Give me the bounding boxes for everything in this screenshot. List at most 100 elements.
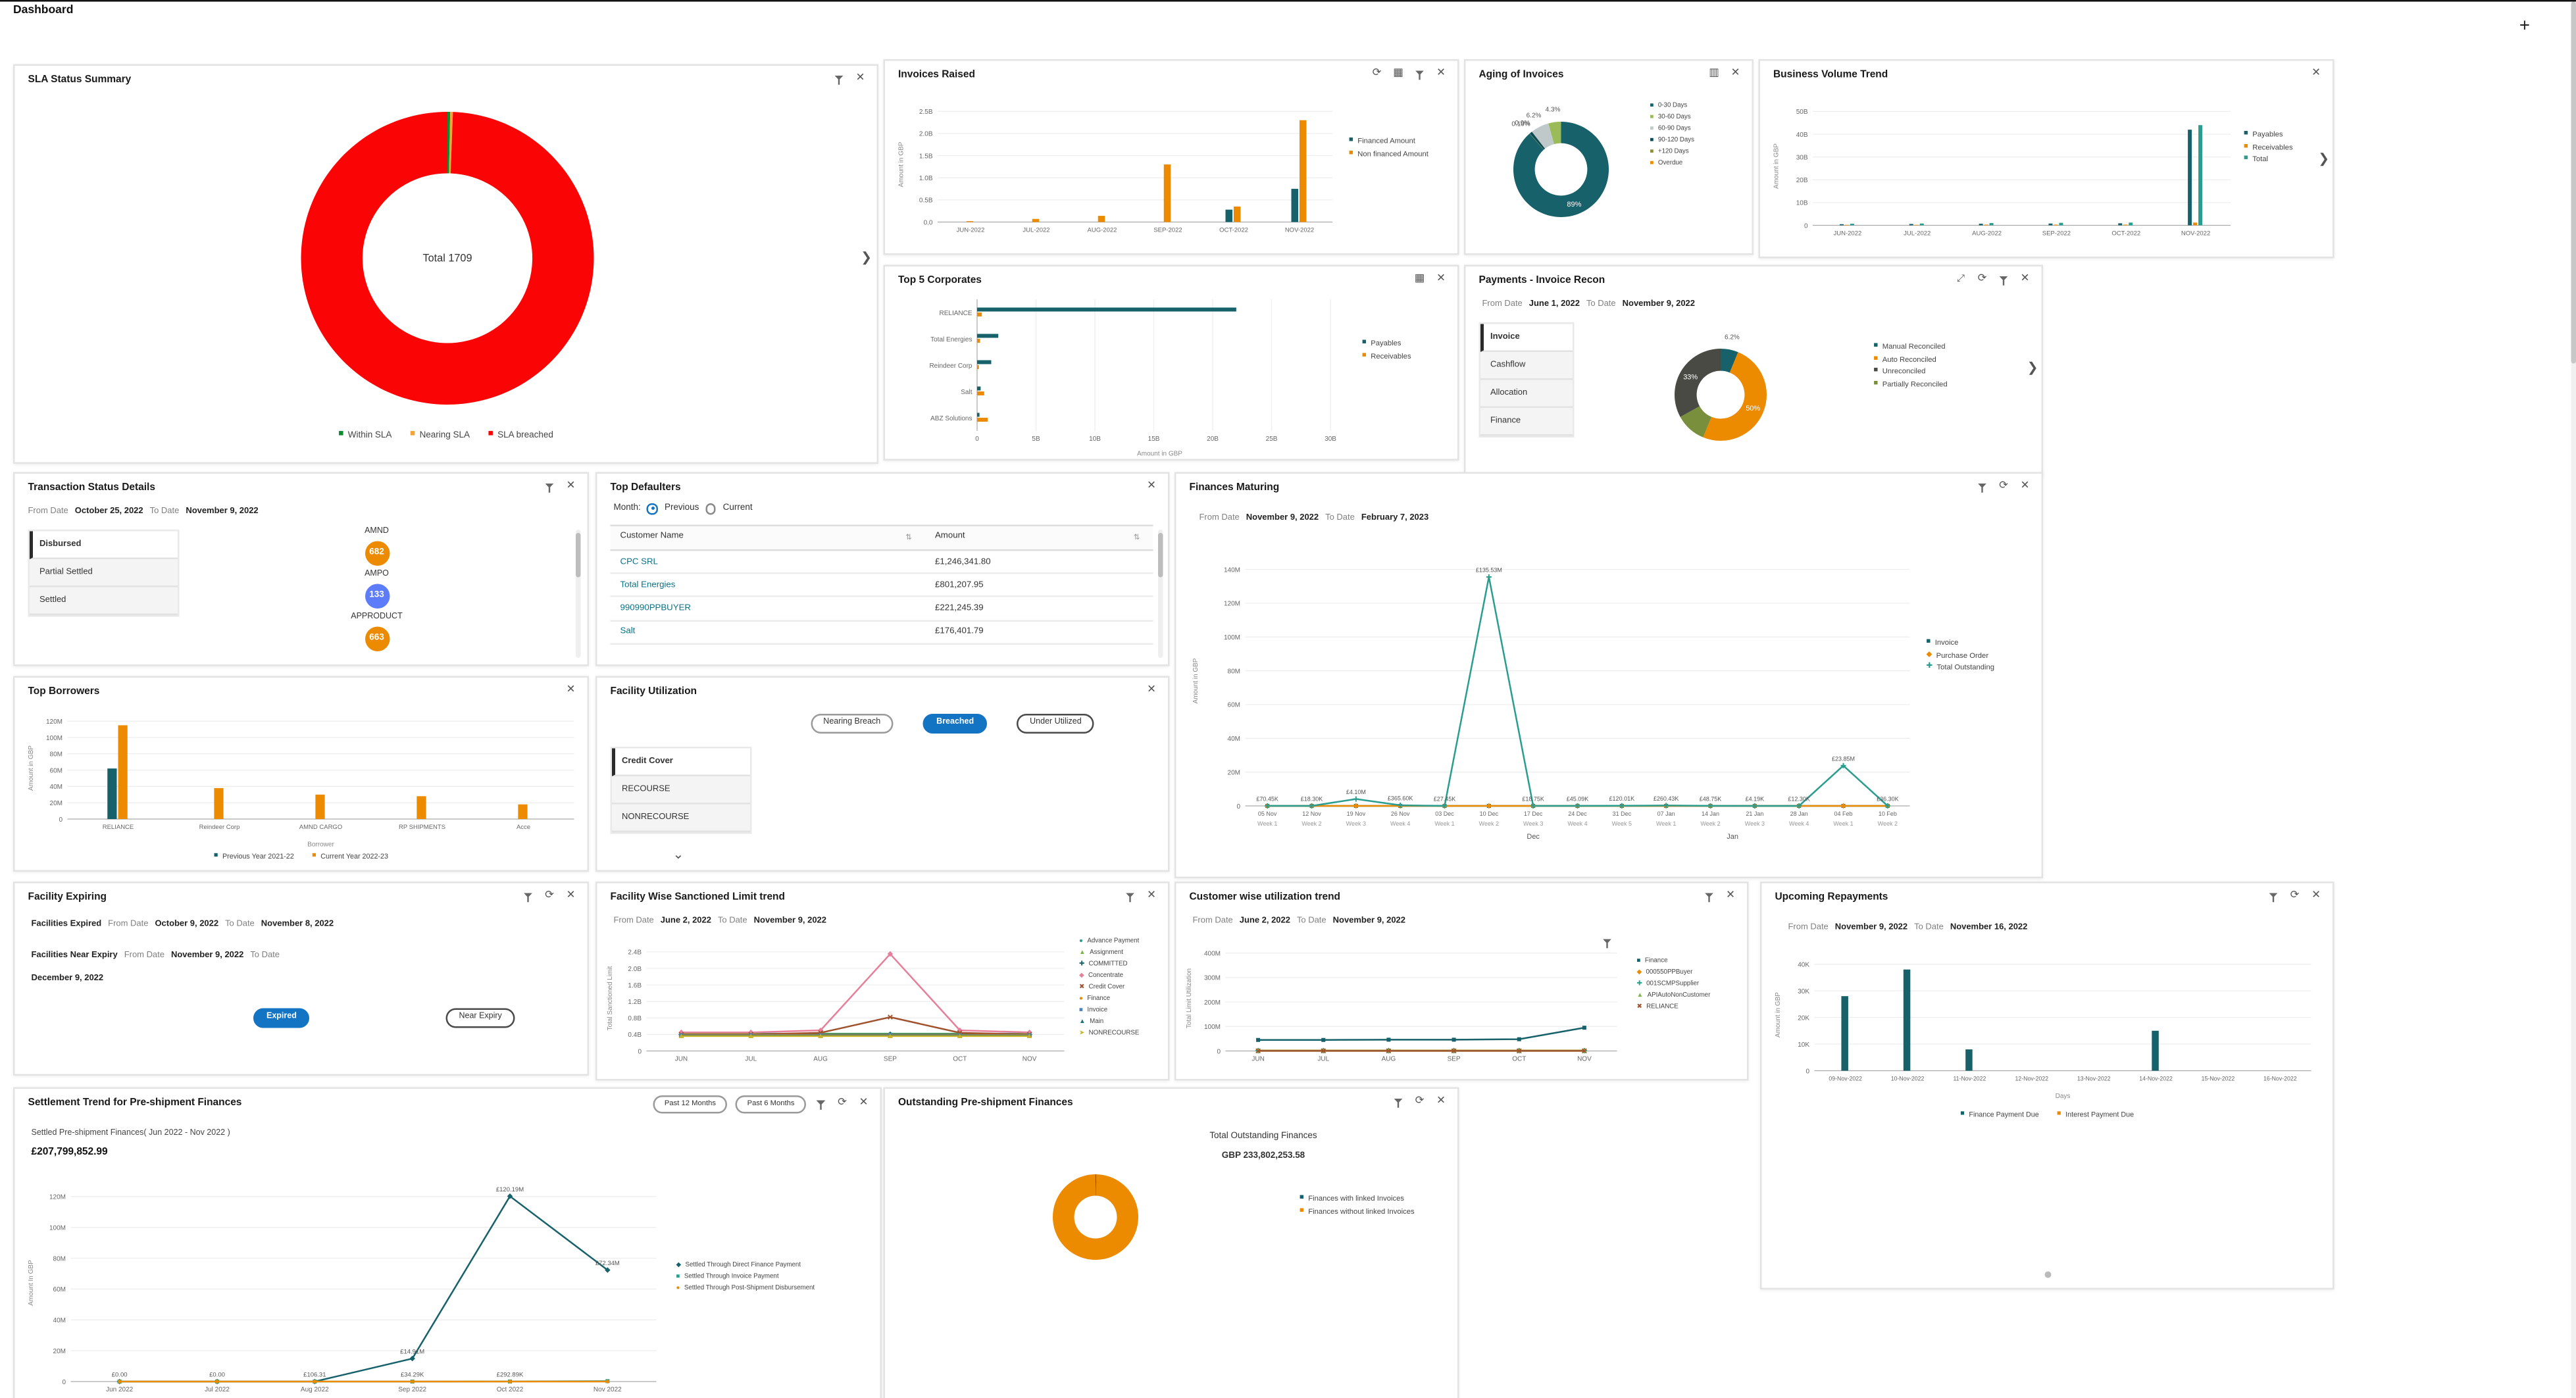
sort-icon[interactable] (902, 532, 915, 545)
refresh-icon[interactable] (1976, 273, 1989, 286)
to-date-value[interactable]: November 9, 2022 (1332, 916, 1405, 926)
menu-item-nonrecourse[interactable]: NONRECOURSE (612, 805, 750, 832)
close-icon[interactable] (1434, 68, 1448, 81)
from-date-value[interactable]: October 25, 2022 (74, 507, 143, 516)
close-icon[interactable] (565, 890, 578, 903)
close-icon[interactable] (1145, 890, 1158, 903)
close-icon[interactable] (1729, 68, 1742, 81)
menu-item-credit-cover[interactable]: Credit Cover (612, 748, 750, 776)
to-date-value[interactable]: November 9, 2022 (186, 507, 259, 516)
table-icon[interactable] (1392, 68, 1405, 81)
column-header-amount[interactable]: Amount (924, 524, 1153, 551)
close-icon[interactable] (2310, 890, 2323, 903)
filter-icon[interactable] (1997, 273, 2010, 286)
refresh-icon[interactable] (543, 890, 556, 903)
expired-button[interactable]: Expired (253, 1008, 310, 1028)
table-icon[interactable] (1413, 273, 1427, 286)
column-header-customer-name[interactable]: Customer Name (610, 524, 925, 551)
product-count-badge[interactable]: 682 (364, 540, 390, 565)
radio-previous[interactable] (647, 503, 658, 514)
refresh-icon[interactable] (1413, 1095, 1427, 1109)
past-6-months-button[interactable]: Past 6 Months (736, 1095, 806, 1113)
scrollbar-thumb[interactable] (2571, 1, 2576, 364)
nearing-breach-button[interactable]: Nearing Breach (810, 714, 894, 734)
from-date-value[interactable]: June 1, 2022 (1528, 299, 1580, 309)
svg-text:£36.30K: £36.30K (1877, 795, 1899, 802)
filter-icon[interactable] (2267, 890, 2280, 903)
close-icon[interactable] (1434, 273, 1448, 286)
product-count-badge[interactable]: 133 (364, 583, 390, 608)
to-date-value[interactable]: February 7, 2023 (1361, 513, 1429, 523)
filter-icon[interactable] (1976, 480, 1989, 493)
close-icon[interactable] (2310, 68, 2323, 81)
near-expiry-button[interactable]: Near Expiry (445, 1008, 515, 1028)
menu-item-disbursed[interactable]: Disbursed (30, 531, 178, 559)
menu-item-partial-settled[interactable]: Partial Settled (30, 559, 178, 587)
to-date-value[interactable]: November 16, 2022 (1950, 922, 2028, 933)
customer-name-link[interactable]: 990990PPBUYER (610, 597, 925, 621)
close-icon[interactable] (857, 1097, 871, 1111)
from-date-value[interactable]: October 9, 2022 (155, 919, 219, 930)
breached-button[interactable]: Breached (923, 714, 988, 734)
chart-icon[interactable] (1707, 68, 1721, 81)
menu-item-allocation[interactable]: Allocation (1480, 380, 1573, 408)
from-date-value[interactable]: November 9, 2022 (1834, 922, 1908, 933)
add-widget-button[interactable]: + (2519, 16, 2530, 36)
menu-item-invoice[interactable]: Invoice (1480, 324, 1573, 352)
page-scrollbar[interactable] (2571, 1, 2576, 1398)
from-date-value[interactable]: November 9, 2022 (1246, 513, 1319, 523)
legend-label: Overdue (1657, 158, 1683, 166)
widget-scrollbar[interactable] (1159, 530, 1163, 658)
menu-item-cashflow[interactable]: Cashflow (1480, 352, 1573, 380)
filter-icon[interactable] (1703, 890, 1716, 903)
menu-item-recourse[interactable]: RECOURSE (612, 776, 750, 805)
to-date-value[interactable]: November 8, 2022 (261, 919, 334, 930)
filter-icon[interactable] (1413, 68, 1427, 81)
refresh-icon[interactable] (1997, 480, 2010, 493)
chevron-right-icon[interactable] (2318, 153, 2329, 166)
close-icon[interactable] (1724, 890, 1737, 903)
filter-icon[interactable] (522, 890, 535, 903)
to-date-value[interactable]: November 9, 2022 (753, 916, 826, 926)
chart-filter-icon[interactable] (1601, 936, 1614, 949)
filter-icon[interactable] (1392, 1095, 1405, 1109)
menu-item-settled[interactable]: Settled (30, 587, 178, 615)
refresh-icon[interactable] (2288, 890, 2302, 903)
past-12-months-button[interactable]: Past 12 Months (653, 1095, 728, 1113)
sort-icon[interactable] (1130, 532, 1144, 545)
chevron-down-icon[interactable] (673, 849, 684, 862)
filter-icon[interactable] (543, 480, 556, 493)
customer-name-link[interactable]: CPC SRL (610, 550, 925, 574)
customer-trend-chart: 0 100M 200M 300M 400M Total Limit Utilization… (1180, 933, 1627, 1074)
chevron-right-icon[interactable] (861, 252, 872, 265)
to-date-value[interactable]: November 9, 2022 (1622, 299, 1695, 309)
from-date-value[interactable]: June 2, 2022 (660, 916, 711, 926)
close-icon[interactable] (1434, 1095, 1448, 1109)
filter-icon[interactable] (815, 1097, 828, 1111)
close-icon[interactable] (1145, 480, 1158, 493)
under-utilized-button[interactable]: Under Utilized (1017, 714, 1095, 734)
legend-label: 0-30 Days (1657, 100, 1688, 109)
close-icon[interactable] (854, 72, 867, 86)
close-icon[interactable] (1145, 684, 1158, 697)
close-icon[interactable] (565, 480, 578, 493)
page-indicator-dot[interactable] (2044, 1271, 2052, 1278)
widget-scrollbar[interactable] (576, 530, 581, 658)
chevron-right-icon[interactable] (2027, 362, 2038, 375)
close-icon[interactable] (2019, 273, 2032, 286)
customer-name-link[interactable]: Total Energies (610, 573, 925, 598)
menu-item-finance[interactable]: Finance (1480, 408, 1573, 436)
customer-name-link[interactable]: Salt (610, 620, 925, 645)
filter-icon[interactable] (832, 72, 846, 86)
filter-icon[interactable] (1124, 890, 1137, 903)
expand-icon[interactable] (1954, 273, 1967, 286)
from-date-value[interactable]: June 2, 2022 (1239, 916, 1290, 926)
refresh-icon[interactable] (1371, 68, 1384, 81)
to-date-value[interactable]: December 9, 2022 (31, 974, 104, 984)
refresh-icon[interactable] (836, 1097, 849, 1111)
radio-current[interactable] (705, 503, 717, 514)
from-date-value[interactable]: November 9, 2022 (171, 951, 244, 961)
product-count-badge[interactable]: 663 (364, 626, 390, 651)
close-icon[interactable] (2019, 480, 2032, 493)
close-icon[interactable] (565, 684, 578, 697)
